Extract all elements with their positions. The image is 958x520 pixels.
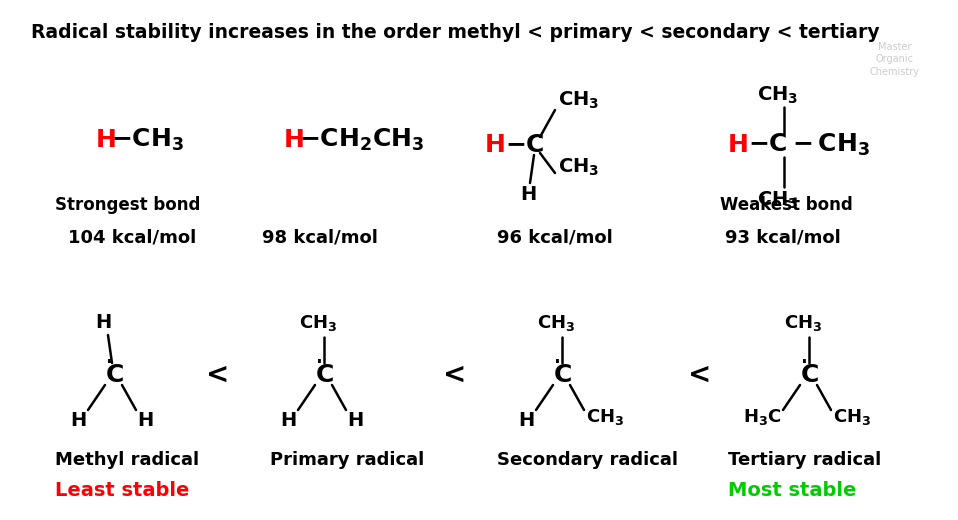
Text: <: <: [444, 361, 467, 389]
Text: Master
Organic
Chemistry: Master Organic Chemistry: [870, 42, 920, 77]
Text: $\bf{C}$: $\bf{C}$: [553, 363, 571, 387]
Text: $\bf{H}$: $\bf{H}$: [727, 133, 748, 157]
Text: Strongest bond: Strongest bond: [55, 196, 200, 214]
Text: $\bf{CH_3}$: $\bf{CH_3}$: [558, 89, 600, 111]
Text: $\bf{H}$: $\bf{H}$: [95, 128, 116, 152]
Text: $\bf{-C}$: $\bf{-C}$: [505, 133, 545, 157]
Text: $\bf{H}$: $\bf{H}$: [95, 314, 111, 332]
Text: $\bf{H}$: $\bf{H}$: [347, 410, 363, 430]
Text: $\bf{CH_3}$: $\bf{CH_3}$: [586, 407, 625, 427]
Text: 93 kcal/mol: 93 kcal/mol: [725, 229, 841, 247]
Text: $\bf{H}$: $\bf{H}$: [70, 410, 86, 430]
Text: $\bf{H}$: $\bf{H}$: [283, 128, 304, 152]
Text: $\bf{CH_3}$: $\bf{CH_3}$: [758, 189, 799, 211]
Text: Most stable: Most stable: [728, 480, 856, 500]
Text: $\bf{CH_3}$: $\bf{CH_3}$: [758, 84, 799, 106]
Text: Least stable: Least stable: [55, 480, 190, 500]
Text: <: <: [206, 361, 230, 389]
Text: $\bf{C}$: $\bf{C}$: [314, 363, 333, 387]
Text: $\bf{C}$: $\bf{C}$: [800, 363, 818, 387]
Text: $\bf{CH_3}$: $\bf{CH_3}$: [536, 313, 575, 333]
Text: ·: ·: [553, 349, 561, 377]
Text: Primary radical: Primary radical: [270, 451, 424, 469]
Text: $\bf{CH_3}$: $\bf{CH_3}$: [558, 157, 600, 178]
Text: $\bf{CH_3}$: $\bf{CH_3}$: [784, 313, 822, 333]
Text: $\bf{H}$: $\bf{H}$: [517, 410, 535, 430]
Text: <: <: [688, 361, 712, 389]
Text: 96 kcal/mol: 96 kcal/mol: [497, 229, 613, 247]
Text: $\bf{-CH_3}$: $\bf{-CH_3}$: [111, 127, 184, 153]
Text: Tertiary radical: Tertiary radical: [728, 451, 881, 469]
Text: $\bf{CH_3}$: $\bf{CH_3}$: [833, 407, 871, 427]
Text: Methyl radical: Methyl radical: [55, 451, 199, 469]
Text: 104 kcal/mol: 104 kcal/mol: [68, 229, 196, 247]
Text: $\bf{H}$: $\bf{H}$: [280, 410, 296, 430]
Text: $\bf{C}$: $\bf{C}$: [104, 363, 124, 387]
Text: Radical stability increases in the order methyl < primary < secondary < tertiary: Radical stability increases in the order…: [31, 22, 879, 42]
Text: $\bf{-C-CH_3}$: $\bf{-C-CH_3}$: [748, 132, 870, 158]
Text: $\bf{H}$: $\bf{H}$: [137, 410, 153, 430]
Text: 98 kcal/mol: 98 kcal/mol: [262, 229, 377, 247]
Text: Secondary radical: Secondary radical: [497, 451, 678, 469]
Text: ·: ·: [800, 349, 809, 377]
Text: ·: ·: [104, 349, 113, 377]
Text: $\bf{CH_3}$: $\bf{CH_3}$: [299, 313, 337, 333]
Text: $\bf{H_3C}$: $\bf{H_3C}$: [743, 407, 782, 427]
Text: $\bf{H}$: $\bf{H}$: [520, 186, 536, 204]
Text: $\bf{-CH_2CH_3}$: $\bf{-CH_2CH_3}$: [299, 127, 424, 153]
Text: Weakest bond: Weakest bond: [720, 196, 853, 214]
Text: $\bf{H}$: $\bf{H}$: [485, 133, 505, 157]
Text: ·: ·: [314, 349, 324, 377]
